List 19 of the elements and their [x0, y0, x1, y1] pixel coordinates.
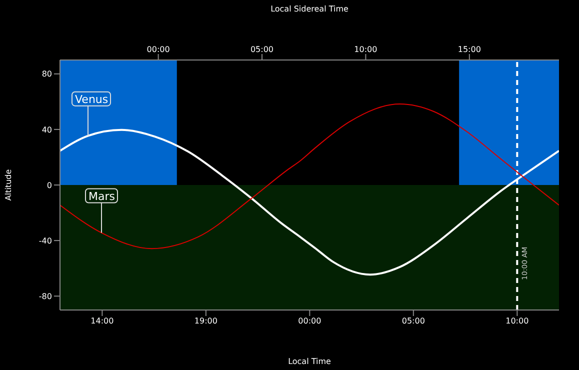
- x2-tick-label: 15:00: [458, 45, 481, 54]
- series-label: Mars: [88, 190, 116, 203]
- x2-tick-label: 05:00: [250, 45, 274, 54]
- x-tick-label: 19:00: [194, 316, 218, 326]
- x2-tick-label: 00:00: [146, 45, 170, 54]
- y-tick-label: -80: [38, 292, 52, 301]
- x-tick-label: 05:00: [402, 316, 425, 326]
- text: Venus: [75, 92, 108, 106]
- y-tick-label: 0: [46, 180, 52, 190]
- x-tick-label: 10:00: [506, 316, 529, 326]
- y-tick-label: 80: [42, 70, 52, 79]
- y-axis-title: Altitude: [4, 169, 13, 201]
- x-axis-title: Local Time: [288, 357, 332, 366]
- y-tick-label: -40: [38, 236, 52, 246]
- x-tick-label: 00:00: [298, 316, 322, 326]
- y-tick-label: 40: [42, 125, 52, 134]
- x-tick-label: 14:00: [90, 316, 114, 326]
- x2-axis-title: Local Sidereal Time: [270, 4, 349, 14]
- x2-tick-label: 10:00: [354, 45, 378, 54]
